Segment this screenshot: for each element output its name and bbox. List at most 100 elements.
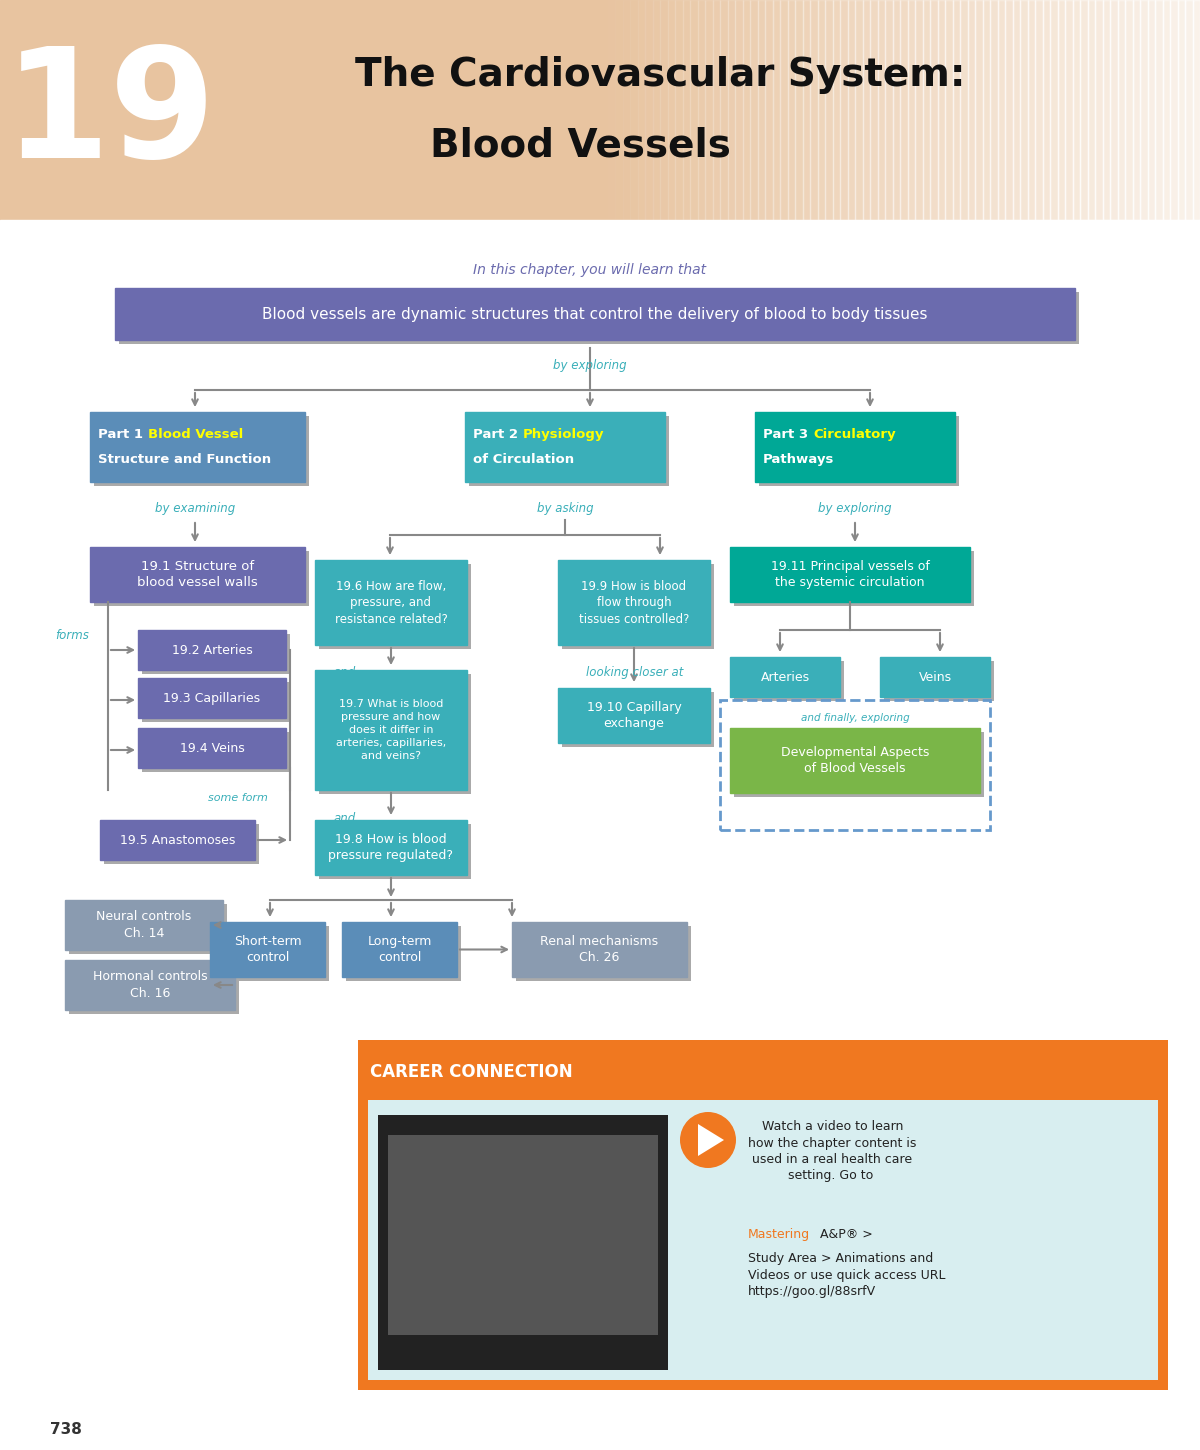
Text: 19.2 Arteries: 19.2 Arteries (172, 644, 252, 657)
Bar (653, 0, 660, 220)
Bar (516, 927, 691, 982)
Bar (562, 564, 714, 650)
Text: 19.1 Structure of
blood vessel walls: 19.1 Structure of blood vessel walls (137, 560, 258, 589)
Bar (1087, 0, 1096, 220)
Text: 19.7 What is blood
pressure and how
does it differ in
arteries, capillaries,
and: 19.7 What is blood pressure and how does… (336, 699, 446, 761)
Text: forms: forms (55, 628, 89, 641)
Text: Developmental Aspects
of Blood Vessels: Developmental Aspects of Blood Vessels (781, 745, 929, 776)
Bar (983, 0, 990, 220)
Bar (713, 0, 720, 220)
Bar (1177, 0, 1186, 220)
Bar (997, 0, 1006, 220)
Bar (734, 661, 844, 700)
Bar (1043, 0, 1050, 220)
Text: Long-term
control: Long-term control (367, 935, 432, 964)
Bar (1126, 0, 1133, 220)
Bar (730, 657, 840, 697)
Bar (142, 732, 290, 771)
Text: by asking: by asking (536, 502, 593, 515)
Text: Part 3: Part 3 (763, 428, 812, 441)
Text: and finally, exploring: and finally, exploring (800, 713, 910, 724)
Bar (683, 0, 690, 220)
Bar (319, 674, 470, 795)
Bar (787, 0, 796, 220)
Text: by exploring: by exploring (553, 358, 626, 371)
Bar (810, 0, 817, 220)
Bar (388, 1135, 658, 1335)
Text: Blood vessels are dynamic structures that control the delivery of blood to body : Blood vessels are dynamic structures tha… (263, 306, 928, 322)
Bar (1057, 0, 1066, 220)
Bar (923, 0, 930, 220)
Bar (907, 0, 916, 220)
Text: Hormonal controls
Ch. 16: Hormonal controls Ch. 16 (92, 970, 208, 999)
Bar (1006, 0, 1013, 220)
Bar (90, 547, 305, 602)
Bar (115, 289, 1075, 339)
Bar (953, 0, 960, 220)
Bar (1050, 0, 1057, 220)
Bar (358, 1040, 1168, 1391)
Text: Circulatory: Circulatory (814, 428, 895, 441)
Text: and: and (334, 666, 356, 679)
Text: In this chapter, you will learn that: In this chapter, you will learn that (474, 262, 707, 277)
Bar (773, 0, 780, 220)
Bar (119, 291, 1079, 344)
Text: by exploring: by exploring (818, 502, 892, 515)
Bar (757, 0, 766, 220)
Bar (94, 416, 310, 486)
Bar (1066, 0, 1073, 220)
Bar (138, 679, 286, 718)
Bar (1034, 0, 1043, 220)
Bar (558, 687, 710, 742)
Bar (0, 0, 1200, 220)
Bar (70, 903, 227, 954)
Bar (817, 0, 826, 220)
Text: Blood Vessel: Blood Vessel (148, 428, 244, 441)
Bar (870, 0, 877, 220)
Bar (319, 824, 470, 879)
Bar (637, 0, 646, 220)
Text: Veins: Veins (918, 670, 952, 683)
Bar (660, 0, 667, 220)
Bar (760, 416, 959, 486)
Text: 19.5 Anastomoses: 19.5 Anastomoses (120, 834, 235, 847)
Bar (1193, 0, 1200, 220)
Text: Renal mechanisms
Ch. 26: Renal mechanisms Ch. 26 (540, 935, 659, 964)
Bar (368, 1101, 1158, 1380)
Bar (616, 0, 623, 220)
Bar (900, 0, 907, 220)
Bar (0, 220, 1200, 1450)
Bar (730, 728, 980, 793)
Text: Part 1: Part 1 (98, 428, 148, 441)
Bar (214, 927, 329, 982)
Bar (65, 900, 223, 950)
Bar (730, 547, 970, 602)
Bar (1080, 0, 1087, 220)
Text: CAREER CONNECTION: CAREER CONNECTION (370, 1063, 572, 1082)
Bar (886, 0, 893, 220)
Bar (558, 560, 710, 645)
Bar (1073, 0, 1080, 220)
Bar (630, 0, 637, 220)
Text: The Cardiovascular System:: The Cardiovascular System: (355, 57, 965, 94)
Bar (90, 412, 305, 481)
Bar (469, 416, 670, 486)
Bar (967, 0, 974, 220)
Bar (646, 0, 653, 220)
Text: Structure and Function: Structure and Function (98, 452, 271, 465)
Bar (1027, 0, 1034, 220)
Text: Short-term
control: Short-term control (234, 935, 301, 964)
Bar (104, 824, 259, 864)
Polygon shape (698, 1124, 724, 1156)
Bar (623, 0, 630, 220)
Bar (880, 657, 990, 697)
Bar (1117, 0, 1126, 220)
Bar (142, 682, 290, 722)
Bar (884, 661, 994, 700)
Bar (877, 0, 886, 220)
Bar (974, 0, 983, 220)
Text: Physiology: Physiology (523, 428, 605, 441)
Bar (840, 0, 847, 220)
Bar (1133, 0, 1140, 220)
Bar (734, 0, 743, 220)
